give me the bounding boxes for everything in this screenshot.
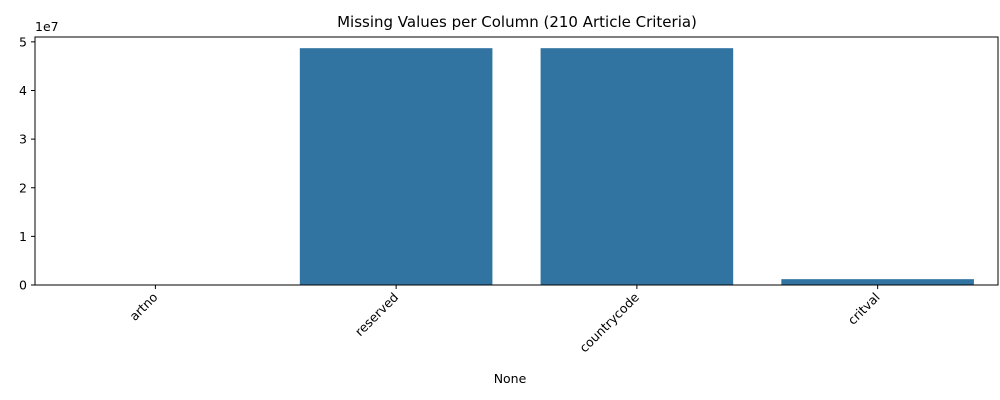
x-tick-label: critval <box>845 290 883 328</box>
chart-title: Missing Values per Column (210 Article C… <box>337 13 697 31</box>
x-axis-label: None <box>494 371 527 386</box>
y-tick-label: 0 <box>19 278 27 293</box>
y-offset-label: 1e7 <box>35 19 59 34</box>
x-axis-ticks: artno reserved countrycode critval <box>126 285 883 355</box>
y-axis-ticks: 0 1 2 3 4 5 <box>19 34 35 293</box>
x-tick-label: countrycode <box>576 289 642 355</box>
bar-critval <box>781 279 974 285</box>
y-tick-label: 1 <box>19 229 27 244</box>
x-tick-label: reserved <box>352 290 401 339</box>
y-tick-label: 4 <box>19 83 27 98</box>
y-tick-label: 3 <box>19 132 27 147</box>
y-tick-label: 2 <box>19 180 27 195</box>
bar-countrycode <box>540 48 734 286</box>
x-tick-label: artno <box>126 290 160 324</box>
plot-frame <box>34 36 999 286</box>
bars-group <box>299 48 974 286</box>
y-tick-label: 5 <box>19 34 27 49</box>
bar-reserved <box>299 48 493 286</box>
